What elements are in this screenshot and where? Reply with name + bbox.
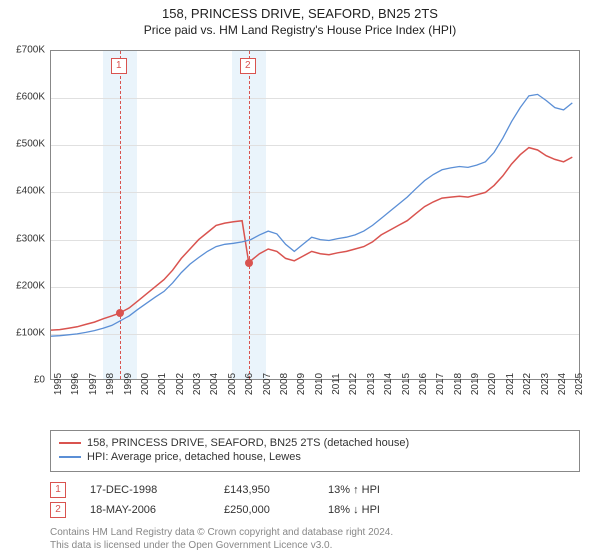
x-tick-label: 2015 xyxy=(401,373,412,395)
x-tick-label: 1996 xyxy=(70,373,81,395)
x-tick-label: 2023 xyxy=(540,373,551,395)
x-tick-label: 2006 xyxy=(244,373,255,395)
x-tick-label: 2003 xyxy=(192,373,203,395)
sale-row-delta: 18% ↓ HPI xyxy=(328,504,408,516)
x-tick-label: 2017 xyxy=(435,373,446,395)
x-tick-label: 2000 xyxy=(140,373,151,395)
x-tick-label: 2022 xyxy=(522,373,533,395)
x-tick-label: 2010 xyxy=(314,373,325,395)
chart-area: £0£100K£200K£300K£400K£500K£600K£700K 19… xyxy=(50,50,580,380)
attribution: Contains HM Land Registry data © Crown c… xyxy=(50,526,580,552)
plot-box xyxy=(50,50,580,380)
x-tick-label: 2012 xyxy=(348,373,359,395)
x-tick-label: 2018 xyxy=(453,373,464,395)
y-tick-label: £700K xyxy=(16,45,45,56)
y-tick-label: £300K xyxy=(16,233,45,244)
y-tick-label: £400K xyxy=(16,186,45,197)
attribution-line1: Contains HM Land Registry data © Crown c… xyxy=(50,526,580,539)
x-tick-label: 2009 xyxy=(296,373,307,395)
x-tick-label: 2007 xyxy=(262,373,273,395)
sale-row-date: 18-MAY-2006 xyxy=(90,504,200,516)
x-tick-label: 2001 xyxy=(157,373,168,395)
sale-row-marker: 1 xyxy=(50,482,66,498)
y-tick-label: £500K xyxy=(16,139,45,150)
x-tick-label: 2020 xyxy=(487,373,498,395)
x-tick-label: 2004 xyxy=(209,373,220,395)
sale-row-price: £143,950 xyxy=(224,484,304,496)
x-tick-label: 1998 xyxy=(105,373,116,395)
sale-row: 2 18-MAY-2006 £250,000 18% ↓ HPI xyxy=(50,502,580,518)
series-price_paid xyxy=(51,148,572,331)
line-svg xyxy=(51,51,580,380)
sale-dot xyxy=(116,309,124,317)
x-tick-label: 2016 xyxy=(418,373,429,395)
sale-marker-box: 1 xyxy=(111,58,127,74)
x-tick-label: 1997 xyxy=(88,373,99,395)
x-tick-label: 2005 xyxy=(227,373,238,395)
legend-block: 158, PRINCESS DRIVE, SEAFORD, BN25 2TS (… xyxy=(50,430,580,552)
x-tick-label: 2019 xyxy=(470,373,481,395)
y-tick-label: £0 xyxy=(34,375,45,386)
x-tick-label: 2025 xyxy=(574,373,585,395)
sale-dot xyxy=(245,259,253,267)
y-tick-label: £200K xyxy=(16,280,45,291)
legend-row: 158, PRINCESS DRIVE, SEAFORD, BN25 2TS (… xyxy=(59,437,571,449)
sale-row-price: £250,000 xyxy=(224,504,304,516)
x-tick-label: 2002 xyxy=(175,373,186,395)
x-tick-label: 2014 xyxy=(383,373,394,395)
sale-row-marker: 2 xyxy=(50,502,66,518)
y-tick-label: £100K xyxy=(16,327,45,338)
x-tick-label: 2008 xyxy=(279,373,290,395)
x-tick-label: 2013 xyxy=(366,373,377,395)
legend-swatch xyxy=(59,456,81,458)
x-tick-label: 1999 xyxy=(123,373,134,395)
legend-row: HPI: Average price, detached house, Lewe… xyxy=(59,451,571,463)
title-sub: Price paid vs. HM Land Registry's House … xyxy=(0,23,600,37)
y-tick-label: £600K xyxy=(16,92,45,103)
sale-row-date: 17-DEC-1998 xyxy=(90,484,200,496)
legend-label: HPI: Average price, detached house, Lewe… xyxy=(87,451,301,463)
legend-label: 158, PRINCESS DRIVE, SEAFORD, BN25 2TS (… xyxy=(87,437,409,449)
sale-rows: 1 17-DEC-1998 £143,950 13% ↑ HPI 2 18-MAY-200… xyxy=(50,482,580,518)
legend-box: 158, PRINCESS DRIVE, SEAFORD, BN25 2TS (… xyxy=(50,430,580,472)
sale-row: 1 17-DEC-1998 £143,950 13% ↑ HPI xyxy=(50,482,580,498)
title-main: 158, PRINCESS DRIVE, SEAFORD, BN25 2TS xyxy=(0,6,600,21)
title-block: 158, PRINCESS DRIVE, SEAFORD, BN25 2TS P… xyxy=(0,0,600,37)
x-tick-label: 1995 xyxy=(53,373,64,395)
sale-marker-box: 2 xyxy=(240,58,256,74)
x-tick-label: 2011 xyxy=(331,373,342,395)
sale-row-delta: 13% ↑ HPI xyxy=(328,484,408,496)
attribution-line2: This data is licensed under the Open Gov… xyxy=(50,539,580,552)
legend-swatch xyxy=(59,442,81,444)
series-hpi xyxy=(51,94,572,336)
x-tick-label: 2021 xyxy=(505,373,516,395)
chart-container: 158, PRINCESS DRIVE, SEAFORD, BN25 2TS P… xyxy=(0,0,600,560)
x-tick-label: 2024 xyxy=(557,373,568,395)
